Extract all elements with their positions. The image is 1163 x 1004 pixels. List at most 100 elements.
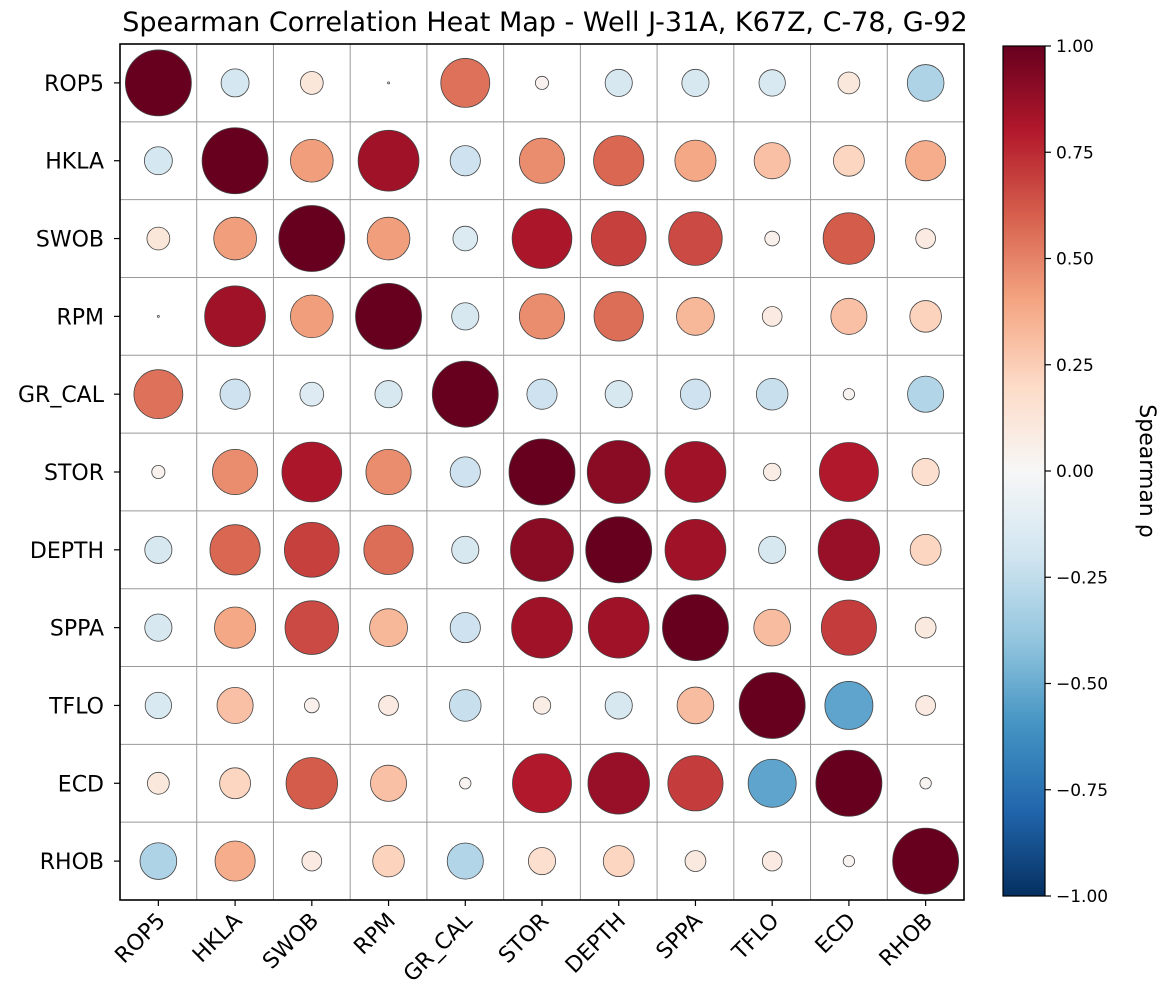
grid-lines xyxy=(120,44,964,900)
bubble-rpm-rop5 xyxy=(156,314,160,318)
bubble-swob-gr_cal xyxy=(452,225,479,252)
bubble-sppa-ecd xyxy=(820,599,877,656)
bubble-stor-ecd xyxy=(818,442,879,502)
bubble-hkla-hkla xyxy=(201,127,269,195)
bubble-rpm-ecd xyxy=(830,297,868,335)
bubble-stor-tflo xyxy=(763,462,782,482)
bubble-rhob-stor xyxy=(528,847,557,876)
bubble-stor-rpm xyxy=(365,448,412,496)
bubble-swob-ecd xyxy=(822,212,876,265)
bubble-stor-sppa xyxy=(664,441,727,503)
colorbar: 1.00 0.75 0.50 0.25 0.00 −0.25 −0.50 −0.75 −1.00… xyxy=(1002,37,1159,907)
bubble-gr_cal-tflo xyxy=(755,377,789,411)
bubble-tflo-rhob xyxy=(915,695,936,716)
bubble-rhob-depth xyxy=(602,845,635,877)
bubble-swob-tflo xyxy=(764,230,780,247)
y-tick-label: ROP5 xyxy=(44,72,104,97)
bubble-sppa-depth xyxy=(587,596,650,659)
bubble-sppa-sppa xyxy=(662,594,729,662)
bubble-sppa-tflo xyxy=(753,608,791,647)
bubble-rop5-hkla xyxy=(220,68,250,98)
bubble-gr_cal-hkla xyxy=(219,378,251,410)
bubble-stor-hkla xyxy=(212,448,259,496)
bubble-rpm-sppa xyxy=(676,297,715,336)
bubble-ecd-stor xyxy=(512,753,572,814)
bubble-hkla-depth xyxy=(593,135,645,187)
bubble-sppa-rpm xyxy=(369,608,408,647)
bubble-sppa-hkla xyxy=(214,606,257,649)
x-tick-label: DEPTH xyxy=(561,909,631,979)
y-tick-label: SWOB xyxy=(36,228,104,253)
bubble-hkla-rpm xyxy=(357,129,420,192)
bubble-swob-stor xyxy=(511,208,573,269)
bubble-gr_cal-rhob xyxy=(907,375,945,413)
bubble-ecd-rhob xyxy=(919,777,932,790)
colorbar-tick-label: −1.00 xyxy=(1056,887,1108,907)
bubble-gr_cal-rpm xyxy=(374,380,403,409)
bubble-stor-depth xyxy=(586,440,651,504)
bubble-rpm-swob xyxy=(290,294,334,339)
bubble-depth-rop5 xyxy=(144,535,173,564)
bubble-rpm-gr_cal xyxy=(451,302,480,331)
colorbar-tick-label: 0.00 xyxy=(1056,462,1094,482)
bubble-stor-rop5 xyxy=(151,464,166,479)
bubble-ecd-swob xyxy=(285,757,338,810)
colorbar-tick-label: 1.00 xyxy=(1056,37,1094,57)
bubble-depth-rpm xyxy=(363,524,414,575)
bubble-sppa-rhob xyxy=(914,616,937,639)
plot-area xyxy=(119,43,965,901)
bubble-tflo-swob xyxy=(304,697,320,714)
bubble-depth-hkla xyxy=(209,524,261,576)
bubble-depth-ecd xyxy=(817,518,881,581)
colorbar-tick-label: 0.75 xyxy=(1056,143,1094,163)
bubble-gr_cal-rop5 xyxy=(133,369,184,420)
bubble-depth-sppa xyxy=(664,518,727,581)
bubble-layer xyxy=(124,49,960,895)
bubble-ecd-depth xyxy=(587,752,650,815)
bubble-sppa-rop5 xyxy=(144,613,173,642)
bubble-hkla-gr_cal xyxy=(449,145,481,177)
bubble-tflo-sppa xyxy=(676,686,715,725)
bubble-rop5-depth xyxy=(604,68,633,97)
bubble-depth-tflo xyxy=(758,535,787,564)
bubble-stor-stor xyxy=(508,438,576,506)
bubble-ecd-ecd xyxy=(815,749,883,817)
bubble-rhob-rop5 xyxy=(139,842,178,880)
bubble-rpm-tflo xyxy=(761,306,783,327)
bubble-rhob-rhob xyxy=(892,827,960,895)
y-tick-label: STOR xyxy=(44,461,104,486)
bubble-stor-gr_cal xyxy=(449,456,481,488)
bubble-rop5-rpm xyxy=(387,81,390,85)
bubble-gr_cal-swob xyxy=(299,381,325,407)
y-tick-label: TFLO xyxy=(48,694,104,719)
bubble-ecd-sppa xyxy=(667,755,724,812)
bubble-hkla-sppa xyxy=(674,139,717,182)
y-tick-label: GR_CAL xyxy=(18,383,105,408)
bubble-gr_cal-gr_cal xyxy=(431,360,499,428)
bubble-swob-sppa xyxy=(668,211,723,266)
bubble-depth-depth xyxy=(585,516,653,584)
x-tick-label: ROP5 xyxy=(111,909,171,969)
bubble-tflo-stor xyxy=(532,696,552,715)
bubble-rhob-gr_cal xyxy=(446,842,484,880)
colorbar-tick-label: 0.50 xyxy=(1056,250,1094,270)
bubble-rop5-sppa xyxy=(681,68,710,97)
bubble-ecd-hkla xyxy=(219,767,251,800)
bubble-tflo-rop5 xyxy=(144,691,172,720)
bubble-rpm-depth xyxy=(593,291,644,342)
bubble-tflo-gr_cal xyxy=(449,689,482,722)
bubble-rhob-ecd xyxy=(842,854,856,868)
x-tick-label: RHOB xyxy=(875,909,938,972)
bubble-swob-rhob xyxy=(915,228,936,249)
bubble-gr_cal-sppa xyxy=(679,378,711,410)
bubble-depth-gr_cal xyxy=(451,535,480,564)
colorbar-ticks: 1.00 0.75 0.50 0.25 0.00 −0.25 −0.50 −0.75 −1.00 xyxy=(1045,37,1108,907)
y-tick-label: ECD xyxy=(58,772,104,797)
bubble-gr_cal-depth xyxy=(604,380,633,409)
y-tick-label: HKLA xyxy=(45,150,104,175)
bubble-rop5-swob xyxy=(299,71,324,95)
bubble-swob-swob xyxy=(278,205,346,272)
bubble-swob-depth xyxy=(590,210,647,267)
